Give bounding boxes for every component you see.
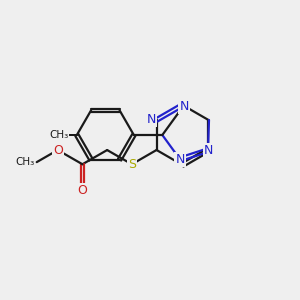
Text: O: O	[77, 184, 87, 197]
Text: CH₃: CH₃	[15, 157, 34, 167]
Text: N: N	[179, 100, 189, 113]
Text: CH₃: CH₃	[49, 130, 68, 140]
Text: N: N	[204, 143, 213, 157]
Text: S: S	[128, 158, 136, 171]
Text: O: O	[53, 143, 63, 157]
Text: N: N	[146, 113, 156, 127]
Text: N: N	[175, 153, 185, 166]
